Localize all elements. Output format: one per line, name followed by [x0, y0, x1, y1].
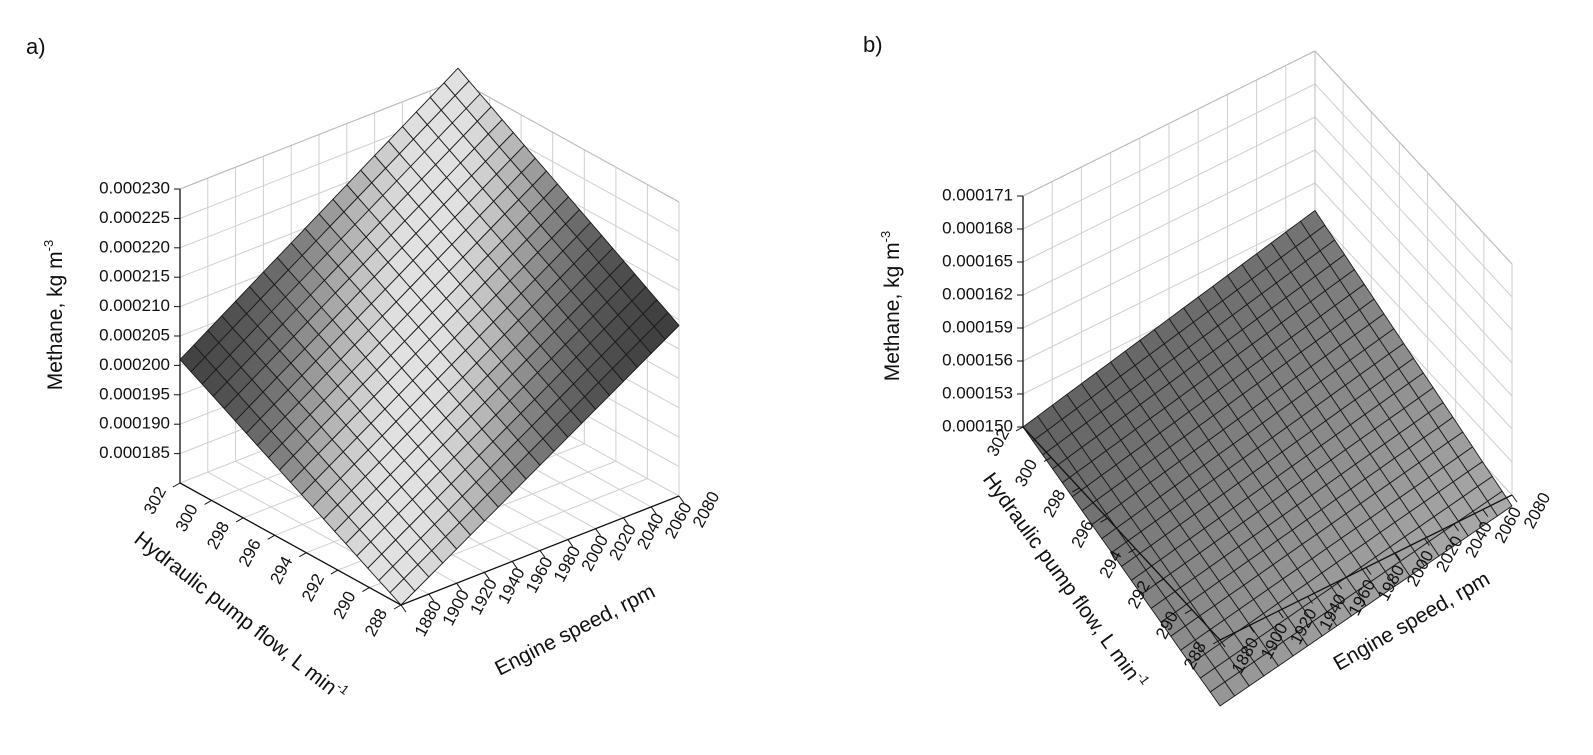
panel-label-a: a) — [26, 34, 46, 59]
x-tick — [1277, 610, 1284, 619]
x-tick — [1511, 494, 1518, 503]
y-tick — [172, 482, 181, 488]
y-tick — [1015, 426, 1024, 432]
y-tick — [1156, 578, 1164, 584]
y-tick — [1072, 487, 1080, 493]
y-axis-line — [1022, 426, 1221, 641]
z-tick-label: 0.000185 — [99, 443, 170, 462]
z-axis-title: Methane, kg m-3 — [878, 231, 904, 381]
grid-line — [1022, 83, 1316, 230]
x-tick — [456, 582, 463, 591]
grid-line — [1022, 215, 1316, 362]
x-tick — [483, 572, 490, 580]
x-tick — [1248, 625, 1255, 633]
x-tick — [1453, 523, 1460, 532]
z-tick-label: 0.000156 — [942, 350, 1013, 369]
y-tick — [267, 534, 275, 540]
chart-panel-a: a) 1880 1900 1920 1940 1960 1980 2000 2020 2040 2… — [0, 0, 796, 750]
y-tick — [330, 569, 339, 575]
x-tick — [678, 495, 685, 504]
x-tick — [595, 528, 602, 536]
z-tick-label: 0.000168 — [942, 218, 1013, 237]
y-tick-label: 298 — [203, 518, 233, 552]
x-tick — [1219, 639, 1226, 648]
z-tick-label: 0.000215 — [99, 267, 170, 286]
x-tick — [539, 550, 546, 558]
box-edge — [457, 79, 680, 203]
z-tick-label: 0.000195 — [99, 384, 170, 403]
z-tick-label: 0.000171 — [942, 185, 1013, 204]
y-tick — [362, 587, 370, 593]
box-edge — [1314, 50, 1513, 265]
x-tick — [1307, 596, 1314, 604]
y-tick — [1100, 517, 1108, 523]
y-tick-label: 292 — [298, 571, 328, 605]
grid-line — [1314, 83, 1513, 298]
z-tick-label: 0.000230 — [99, 178, 170, 197]
z-tick-label: 0.000220 — [99, 237, 170, 256]
x-tick — [1365, 567, 1372, 575]
x-tick — [622, 517, 629, 526]
x-tick — [650, 506, 657, 515]
surface-plot-b: 1880190019201940196019802000202020402060… — [878, 50, 1555, 707]
y-tick — [1212, 639, 1221, 645]
y-tick — [1184, 609, 1193, 615]
z-tick-label: 0.000210 — [99, 296, 170, 315]
grid-line — [1022, 149, 1316, 296]
surface-cell — [389, 578, 416, 606]
z-tick-label: 0.000153 — [942, 383, 1013, 402]
z-tick-label: 0.000205 — [99, 325, 170, 344]
z-axis-title: Methane, kg m-3 — [41, 240, 67, 390]
z-tick-label: 0.000225 — [99, 208, 170, 227]
z-tick-label: 0.000200 — [99, 355, 170, 374]
x-tick-label: 2080 — [1520, 489, 1555, 531]
grid-line — [1022, 182, 1316, 329]
y-tick — [1128, 548, 1136, 554]
y-tick-label: 294 — [266, 553, 296, 587]
y-tick — [235, 517, 244, 523]
x-tick — [511, 561, 518, 569]
z-tick-label: 0.000162 — [942, 284, 1013, 303]
chart-panel-b: b) 1880 1900 1920 1940 1960 1980 2000 2020 2040 2… — [797, 0, 1593, 750]
y-tick-label: 288 — [361, 606, 391, 640]
y-tick-label: 296 — [235, 536, 265, 570]
grid-line — [1022, 116, 1316, 263]
y-tick-label: 300 — [172, 501, 202, 535]
y-tick-label: 298 — [1039, 486, 1069, 520]
x-tick — [567, 539, 574, 547]
x-tick — [1394, 552, 1401, 561]
x-tick — [428, 593, 435, 602]
x-tick — [400, 604, 407, 613]
y-tick — [299, 552, 307, 558]
z-tick-label: 0.000159 — [942, 317, 1013, 336]
surface-plot-a: 1880190019201940196019802000202020402060… — [41, 67, 723, 699]
surface-cell — [1209, 681, 1236, 707]
grid-line — [1314, 149, 1513, 364]
y-tick — [204, 499, 212, 505]
x-tick — [1336, 581, 1343, 590]
z-tick-label: 0.000150 — [942, 416, 1013, 435]
grid-line — [1314, 215, 1513, 430]
y-tick-label: 300 — [1011, 456, 1041, 490]
box-edge — [1022, 50, 1316, 197]
grid-line — [1314, 116, 1513, 331]
panel-label-b: b) — [863, 32, 883, 57]
y-tick-label: 290 — [329, 588, 359, 622]
z-tick-label: 0.000165 — [942, 251, 1013, 270]
z-tick-label: 0.000190 — [99, 414, 170, 433]
y-axis-line — [179, 482, 402, 606]
y-tick — [1043, 456, 1052, 462]
y-tick-label: 302 — [140, 484, 170, 518]
y-tick — [393, 604, 402, 610]
x-tick — [1482, 509, 1489, 517]
x-tick — [1423, 538, 1430, 546]
box-edge — [179, 79, 459, 190]
grid-line — [1314, 182, 1513, 397]
